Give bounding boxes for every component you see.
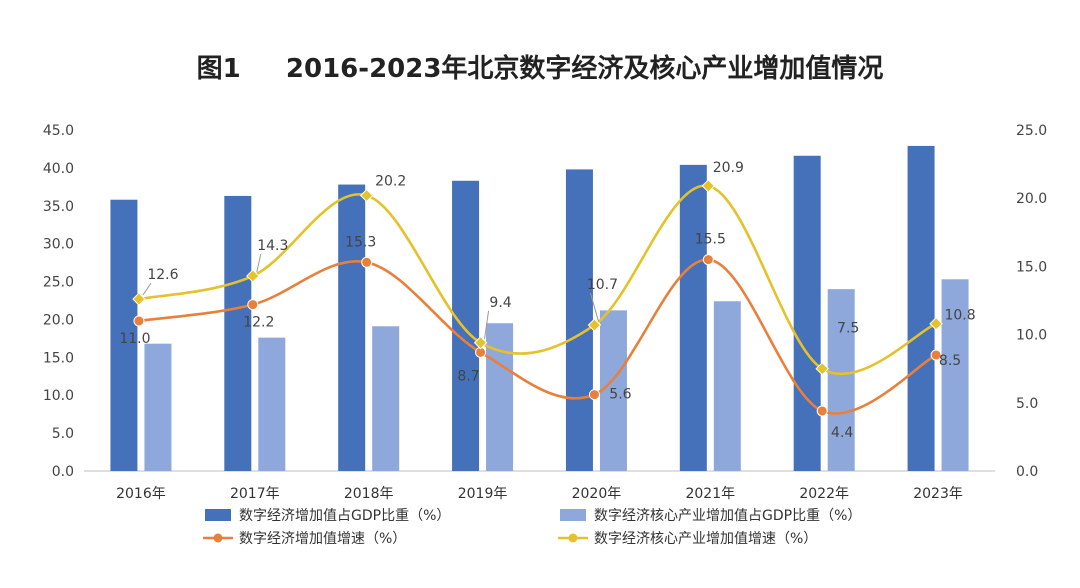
x-tick-label: 2021年 (685, 486, 735, 502)
bar-core-industry-share (258, 337, 286, 471)
y-left-tick-label: 45.0 (43, 123, 74, 139)
data-labels-group: 11.0 12.2 15.3 8.7 5.6 15.5 4.4 8.5 12.6 14.3 20.2… (119, 160, 975, 441)
point-core-industry-growth (132, 292, 146, 306)
y-right-tick-label: 15.0 (1016, 259, 1047, 275)
y-right-tick-label: 25.0 (1016, 123, 1047, 139)
line-digital-economy-growth (138, 258, 937, 415)
bar-core-industry-share (713, 301, 741, 471)
x-tick-label: 2019年 (458, 486, 508, 502)
x-tick-label: 2016年 (116, 486, 166, 502)
point-digital-economy-growth (930, 349, 942, 361)
x-tick-label: 2022年 (799, 486, 849, 502)
y-left-tick-label: 0.0 (52, 464, 74, 480)
y-right-tick-label: 0.0 (1016, 464, 1038, 480)
y-left-tick-label: 5.0 (52, 426, 74, 442)
bar-digital-economy-share (452, 180, 480, 471)
bar-core-industry-share (827, 289, 855, 471)
data-label-digital-economy-growth: 11.0 (119, 331, 150, 347)
x-tick-label: 2018年 (344, 486, 394, 502)
data-label-core-industry-growth: 7.5 (837, 321, 859, 337)
bar-digital-economy-share (338, 184, 366, 471)
data-label-digital-economy-growth: 15.3 (345, 234, 376, 250)
data-label-leader-line (256, 253, 262, 273)
x-tick-label: 2017年 (230, 486, 280, 502)
point-core-industry-growth (587, 318, 602, 332)
y-right-tick-label: 5.0 (1016, 396, 1038, 412)
bar-core-industry-share (144, 343, 172, 471)
data-label-digital-economy-growth: 4.4 (831, 425, 853, 441)
data-label-digital-economy-growth: 8.7 (457, 368, 479, 384)
legend-swatch-marker (568, 533, 578, 543)
legend-swatch (205, 509, 231, 521)
legend: 数字经济增加值占GDP比重（%） 数字经济核心产业增加值占GDP比重（%） 数字经济… (203, 508, 861, 547)
y-left-tick-label: 10.0 (43, 388, 74, 404)
x-tick-label: 2020年 (572, 486, 622, 502)
y-left-tick-label: 30.0 (43, 237, 74, 253)
legend-swatch (560, 509, 586, 521)
point-core-industry-growth (929, 316, 943, 331)
axes-group: 0.0 5.0 10.0 15.0 20.0 25.0 30.0 35.0 40.0 45.0 0.… (43, 123, 1047, 502)
y-left-tick-label: 35.0 (43, 199, 74, 215)
data-label-leader-line (589, 292, 599, 322)
bar-digital-economy-share (679, 164, 707, 471)
legend-label: 数字经济增加值占GDP比重（%） (239, 508, 450, 524)
point-core-industry-growth (246, 269, 260, 283)
chart-title: 图1 2016-2023年北京数字经济及核心产业增加值情况 (196, 54, 884, 84)
y-left-tick-label: 25.0 (43, 275, 74, 291)
data-label-core-industry-growth: 20.2 (375, 173, 406, 189)
lines-group (132, 179, 943, 417)
bars-group (110, 145, 969, 471)
point-digital-economy-growth (702, 254, 714, 266)
data-label-digital-economy-growth: 15.5 (695, 232, 726, 248)
y-left-tick-label: 20.0 (43, 312, 74, 328)
bar-digital-economy-share (110, 199, 138, 471)
y-right-tick-label: 20.0 (1016, 191, 1047, 207)
data-label-core-industry-growth: 10.7 (587, 277, 618, 293)
point-digital-economy-growth (361, 256, 373, 268)
bar-digital-economy-share (224, 195, 252, 471)
x-tick-label: 2023年 (913, 486, 963, 502)
data-label-core-industry-growth: 14.3 (257, 238, 288, 254)
data-label-leader-line (142, 282, 152, 296)
bar-digital-economy-share (793, 155, 821, 471)
point-digital-economy-growth (133, 315, 145, 327)
point-core-industry-growth (359, 188, 374, 203)
data-label-digital-economy-growth: 12.2 (243, 315, 274, 331)
legend-label: 数字经济核心产业增加值占GDP比重（%） (594, 508, 861, 524)
line-core-industry-growth (138, 184, 937, 376)
data-label-leader-line (484, 310, 490, 339)
legend-label: 数字经济核心产业增加值增速（%） (594, 531, 817, 547)
legend-label: 数字经济增加值增速（%） (239, 531, 406, 547)
data-label-core-industry-growth: 9.4 (489, 295, 511, 311)
bar-core-industry-share (486, 323, 514, 471)
data-label-core-industry-growth: 20.9 (713, 160, 744, 176)
bar-core-industry-share (372, 326, 400, 471)
y-left-tick-label: 15.0 (43, 350, 74, 366)
y-left-tick-label: 40.0 (43, 161, 74, 177)
point-digital-economy-growth (816, 405, 828, 417)
bar-core-industry-share (599, 310, 627, 471)
data-label-digital-economy-growth: 5.6 (609, 387, 631, 403)
bar-core-industry-share (941, 279, 969, 471)
legend-swatch-marker (213, 533, 223, 543)
data-label-core-industry-growth: 10.8 (944, 308, 975, 324)
point-core-industry-growth (815, 361, 829, 376)
point-digital-economy-growth (588, 389, 600, 401)
y-right-tick-label: 10.0 (1016, 328, 1047, 344)
point-core-industry-growth (701, 179, 716, 193)
point-digital-economy-growth (247, 299, 259, 311)
bar-digital-economy-share (565, 169, 593, 471)
data-label-digital-economy-growth: 8.5 (939, 353, 961, 369)
point-core-industry-growth (473, 336, 488, 350)
data-label-core-industry-growth: 12.6 (147, 267, 178, 283)
bar-digital-economy-share (907, 145, 935, 471)
